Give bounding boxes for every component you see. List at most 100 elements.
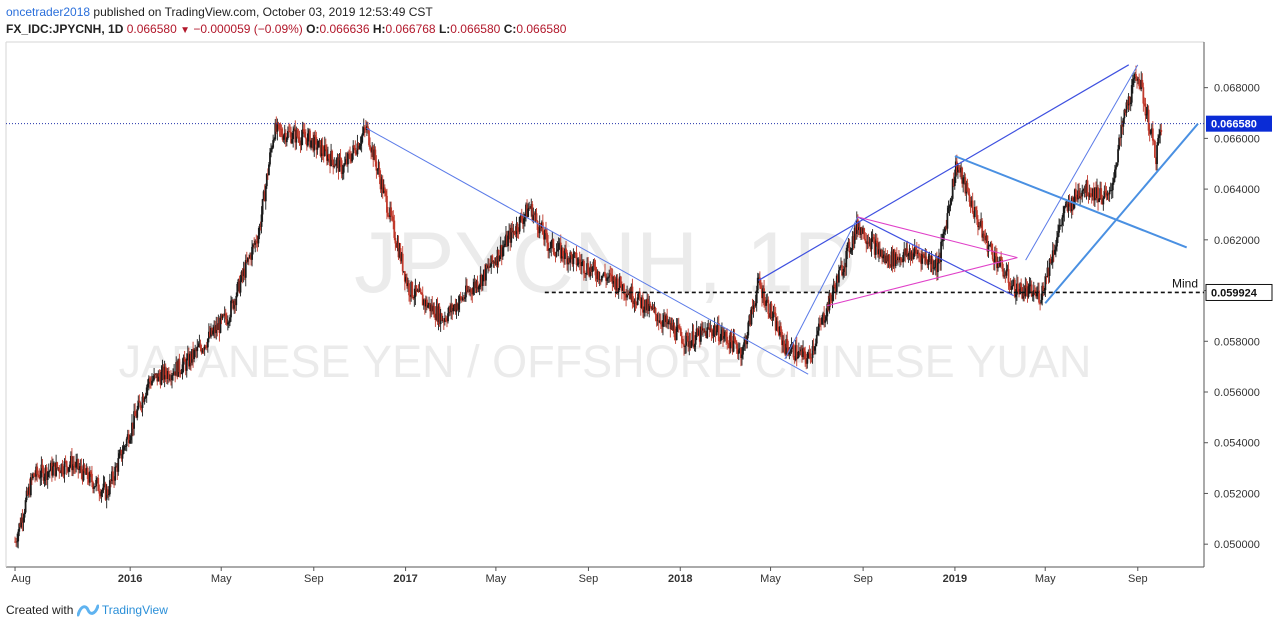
candle-body bbox=[1018, 291, 1020, 295]
candle-body bbox=[16, 541, 19, 543]
candle-body bbox=[1064, 206, 1067, 207]
candle-body bbox=[1106, 192, 1109, 196]
candle-body bbox=[158, 373, 161, 377]
candle-body bbox=[476, 281, 479, 290]
candle-body bbox=[888, 255, 891, 266]
candle-body bbox=[114, 466, 117, 481]
candle-body bbox=[1029, 284, 1032, 286]
candle-body bbox=[663, 315, 665, 321]
candle-body bbox=[804, 351, 807, 360]
candle-body bbox=[776, 321, 779, 332]
candle-body bbox=[576, 263, 579, 265]
candle-body bbox=[236, 283, 239, 297]
candle-body bbox=[81, 472, 84, 481]
candle-body bbox=[425, 299, 427, 307]
candle-body bbox=[30, 477, 33, 479]
candle-body bbox=[94, 486, 96, 488]
candle-body bbox=[760, 285, 762, 289]
candle-body bbox=[742, 346, 744, 355]
candle-body bbox=[703, 328, 705, 332]
candle-body bbox=[1128, 96, 1131, 105]
candle-body bbox=[977, 219, 979, 228]
candle-body bbox=[711, 332, 714, 336]
candle-body bbox=[355, 153, 358, 155]
candle-body bbox=[350, 159, 353, 162]
candle-body bbox=[231, 300, 233, 302]
candle-body bbox=[709, 328, 712, 331]
candle-body bbox=[870, 237, 873, 250]
candle-body bbox=[1102, 198, 1105, 205]
candle-body bbox=[299, 142, 302, 146]
candle-body bbox=[431, 304, 434, 312]
candle-body bbox=[1063, 206, 1066, 214]
candle-body bbox=[311, 138, 314, 141]
high-label: H: bbox=[372, 22, 386, 36]
author-link[interactable]: oncetrader2018 bbox=[6, 5, 91, 19]
candle-body bbox=[172, 374, 174, 376]
candle-body bbox=[118, 453, 121, 459]
candle-body bbox=[780, 326, 782, 332]
candle-body bbox=[666, 315, 669, 325]
candle-body bbox=[126, 434, 129, 439]
candle-body bbox=[958, 167, 960, 170]
y-tick-label: 0.054000 bbox=[1214, 438, 1260, 450]
candle-body bbox=[731, 342, 734, 352]
candle-body bbox=[561, 247, 564, 257]
candle-body bbox=[984, 237, 987, 241]
candle-body bbox=[1093, 188, 1096, 201]
candle-body bbox=[143, 397, 146, 402]
candle-body bbox=[732, 336, 735, 352]
candle-body bbox=[96, 478, 99, 480]
candle-body bbox=[445, 318, 447, 321]
candle-body bbox=[942, 234, 945, 241]
candle-body bbox=[18, 523, 21, 532]
candle-body bbox=[884, 254, 887, 264]
candle-body bbox=[1046, 267, 1049, 278]
candle-body bbox=[611, 274, 614, 284]
candle-body bbox=[821, 317, 823, 325]
candle-body bbox=[727, 343, 730, 344]
candle-body bbox=[655, 314, 658, 322]
tradingview-brand[interactable]: TradingView bbox=[101, 603, 168, 617]
tradingview-logo-icon bbox=[76, 603, 100, 620]
candle-body bbox=[851, 236, 854, 248]
candle-body bbox=[1079, 196, 1082, 198]
candle-body bbox=[1000, 256, 1003, 260]
candle-body bbox=[1150, 128, 1153, 130]
candle-body bbox=[730, 332, 733, 343]
trendline-8 bbox=[857, 216, 1018, 259]
candle-body bbox=[871, 237, 874, 238]
candle-body bbox=[86, 467, 89, 479]
candle-body bbox=[1135, 73, 1137, 78]
candle-body bbox=[850, 247, 853, 251]
x-tick-label: Sep bbox=[304, 573, 324, 585]
candle-body bbox=[769, 303, 772, 318]
candle-body bbox=[373, 149, 376, 160]
candle-body bbox=[907, 253, 910, 257]
candle-body bbox=[855, 219, 858, 234]
candle-body bbox=[488, 265, 491, 268]
candle-body bbox=[1048, 259, 1051, 276]
candle-body bbox=[122, 446, 125, 454]
candle-body bbox=[778, 326, 781, 336]
candle-body bbox=[549, 248, 552, 249]
candle-body bbox=[1141, 79, 1144, 88]
candle-body bbox=[660, 324, 663, 327]
candle-body bbox=[433, 306, 436, 318]
candle-body bbox=[1050, 262, 1053, 264]
candle-body bbox=[756, 277, 759, 291]
candle-body bbox=[1077, 190, 1079, 200]
candle-body bbox=[771, 317, 774, 319]
candle-body bbox=[147, 378, 150, 384]
candle-body bbox=[58, 467, 61, 472]
candle-body bbox=[427, 305, 429, 308]
candle-body bbox=[17, 531, 20, 542]
candle-body bbox=[500, 245, 503, 257]
candle-body bbox=[1070, 197, 1073, 212]
candle-body bbox=[177, 358, 180, 377]
candle-body bbox=[1159, 129, 1162, 136]
candle-body bbox=[187, 353, 190, 367]
candle-body bbox=[979, 225, 981, 227]
candle-body bbox=[68, 464, 71, 468]
